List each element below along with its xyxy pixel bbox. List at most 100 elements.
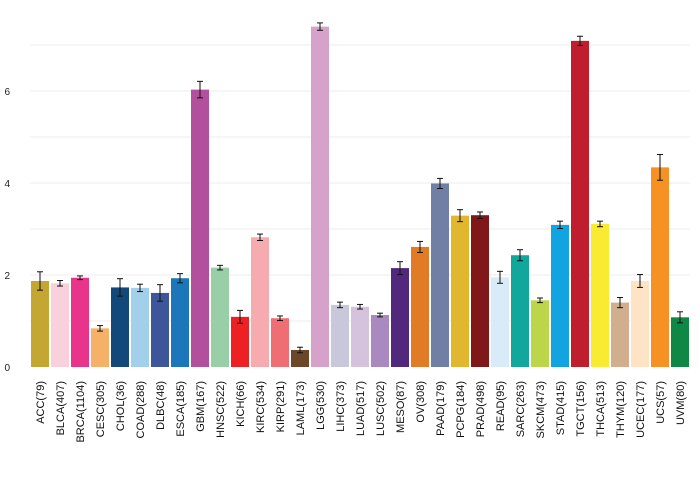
x-tick-label: READ(95): [495, 381, 507, 431]
error-bar: [297, 346, 303, 354]
x-tick-label: BLCA(407): [55, 381, 67, 435]
bar: [191, 89, 209, 368]
bar: [491, 277, 509, 367]
grid-lines: [30, 44, 690, 322]
x-tick-label: PRAD(498): [475, 381, 487, 437]
bar: [211, 267, 229, 367]
bar: [511, 255, 529, 367]
x-tick-label: HNSC(522): [215, 381, 227, 438]
x-tick-label: STAD(415): [555, 381, 567, 435]
bar: [391, 268, 409, 367]
error-bar: [97, 325, 103, 332]
x-tick-label: CESC(305): [95, 381, 107, 437]
x-tick-label: SKCM(473): [535, 381, 547, 438]
bar: [31, 280, 49, 367]
bar: [551, 224, 569, 367]
y-tick-label: 6: [4, 87, 10, 98]
error-bar: [197, 80, 203, 99]
bar: [71, 277, 89, 367]
bar: [251, 237, 269, 367]
x-tick-label: PAAD(179): [435, 381, 447, 436]
error-bar: [617, 297, 623, 309]
x-tick-label: KIRC(534): [255, 381, 267, 433]
y-tick-label: 4: [4, 179, 10, 190]
x-tick-label: ESCA(185): [175, 381, 187, 437]
error-bar: [77, 275, 83, 281]
bar: [431, 183, 449, 367]
error-bar: [517, 249, 523, 262]
error-bar: [637, 274, 643, 288]
x-axis-ticks: ACC(79) BLCA(407) BRCA(1104) CESC(305) CHOL(…: [35, 381, 687, 443]
x-tick-label: LAML(173): [295, 381, 307, 435]
bar: [151, 292, 169, 367]
x-tick-label: LIHC(373): [335, 381, 347, 432]
x-tick-label: LGG(530): [315, 381, 327, 430]
bar: [631, 280, 649, 367]
x-tick-label: LUSC(502): [375, 381, 387, 436]
error-bar: [457, 209, 463, 223]
error-bar: [557, 220, 563, 230]
error-bar: [177, 273, 183, 284]
bar: [111, 287, 129, 367]
error-bar: [497, 270, 503, 284]
x-tick-label: MESO(87): [395, 381, 407, 433]
bar: [51, 283, 69, 367]
error-bars: [37, 22, 683, 354]
bar: [91, 328, 109, 367]
bar: [271, 318, 289, 367]
bar: [371, 315, 389, 367]
error-bar: [417, 240, 423, 253]
x-tick-label: PCPG(184): [455, 381, 467, 438]
error-bar: [257, 233, 263, 241]
bar: [671, 317, 689, 367]
error-bar: [117, 278, 123, 297]
bar: [611, 302, 629, 367]
x-tick-label: LUAD(517): [355, 381, 367, 436]
x-tick-label: ACC(79): [35, 381, 47, 424]
error-bar: [157, 284, 163, 302]
x-tick-label: BRCA(1104): [75, 381, 87, 443]
error-bar: [217, 264, 223, 271]
bar: [471, 215, 489, 367]
error-bar: [277, 315, 283, 322]
bar: [651, 167, 669, 367]
x-tick-label: THCA(513): [595, 381, 607, 437]
bar: [531, 300, 549, 367]
error-bar: [657, 153, 663, 181]
error-bar: [597, 220, 603, 228]
x-tick-label: KICH(66): [235, 381, 247, 427]
bar: [231, 316, 249, 367]
error-bar: [137, 283, 143, 293]
error-bar: [37, 271, 43, 291]
bar: [171, 278, 189, 367]
error-bar: [377, 312, 383, 318]
bar: [351, 306, 369, 367]
x-tick-label: KIRP(291): [275, 381, 287, 432]
x-tick-label: THYM(120): [615, 381, 627, 438]
bar: [131, 287, 149, 367]
bar: [591, 223, 609, 367]
error-bar: [477, 211, 483, 219]
error-bar: [437, 177, 443, 190]
x-tick-label: DLBC(48): [155, 381, 167, 430]
bar: [331, 304, 349, 367]
bar: [311, 26, 329, 367]
error-bar: [537, 297, 543, 304]
bar: [411, 246, 429, 367]
x-tick-label: OV(308): [415, 381, 427, 423]
error-bar: [577, 35, 583, 46]
y-tick-label: 2: [4, 271, 10, 282]
error-bar: [357, 303, 363, 310]
bar: [291, 349, 309, 367]
error-bar: [317, 22, 323, 31]
x-tick-label: UCEC(177): [635, 381, 647, 438]
x-tick-label: SARC(263): [515, 381, 527, 437]
y-axis-ticks: 0 2 4 6: [4, 87, 10, 374]
x-tick-label: GBM(167): [195, 381, 207, 432]
x-tick-label: UCS(57): [655, 381, 667, 424]
error-bar: [237, 309, 243, 324]
x-tick-label: COAD(288): [135, 381, 147, 438]
bars: [31, 26, 689, 368]
error-bar: [677, 311, 683, 324]
